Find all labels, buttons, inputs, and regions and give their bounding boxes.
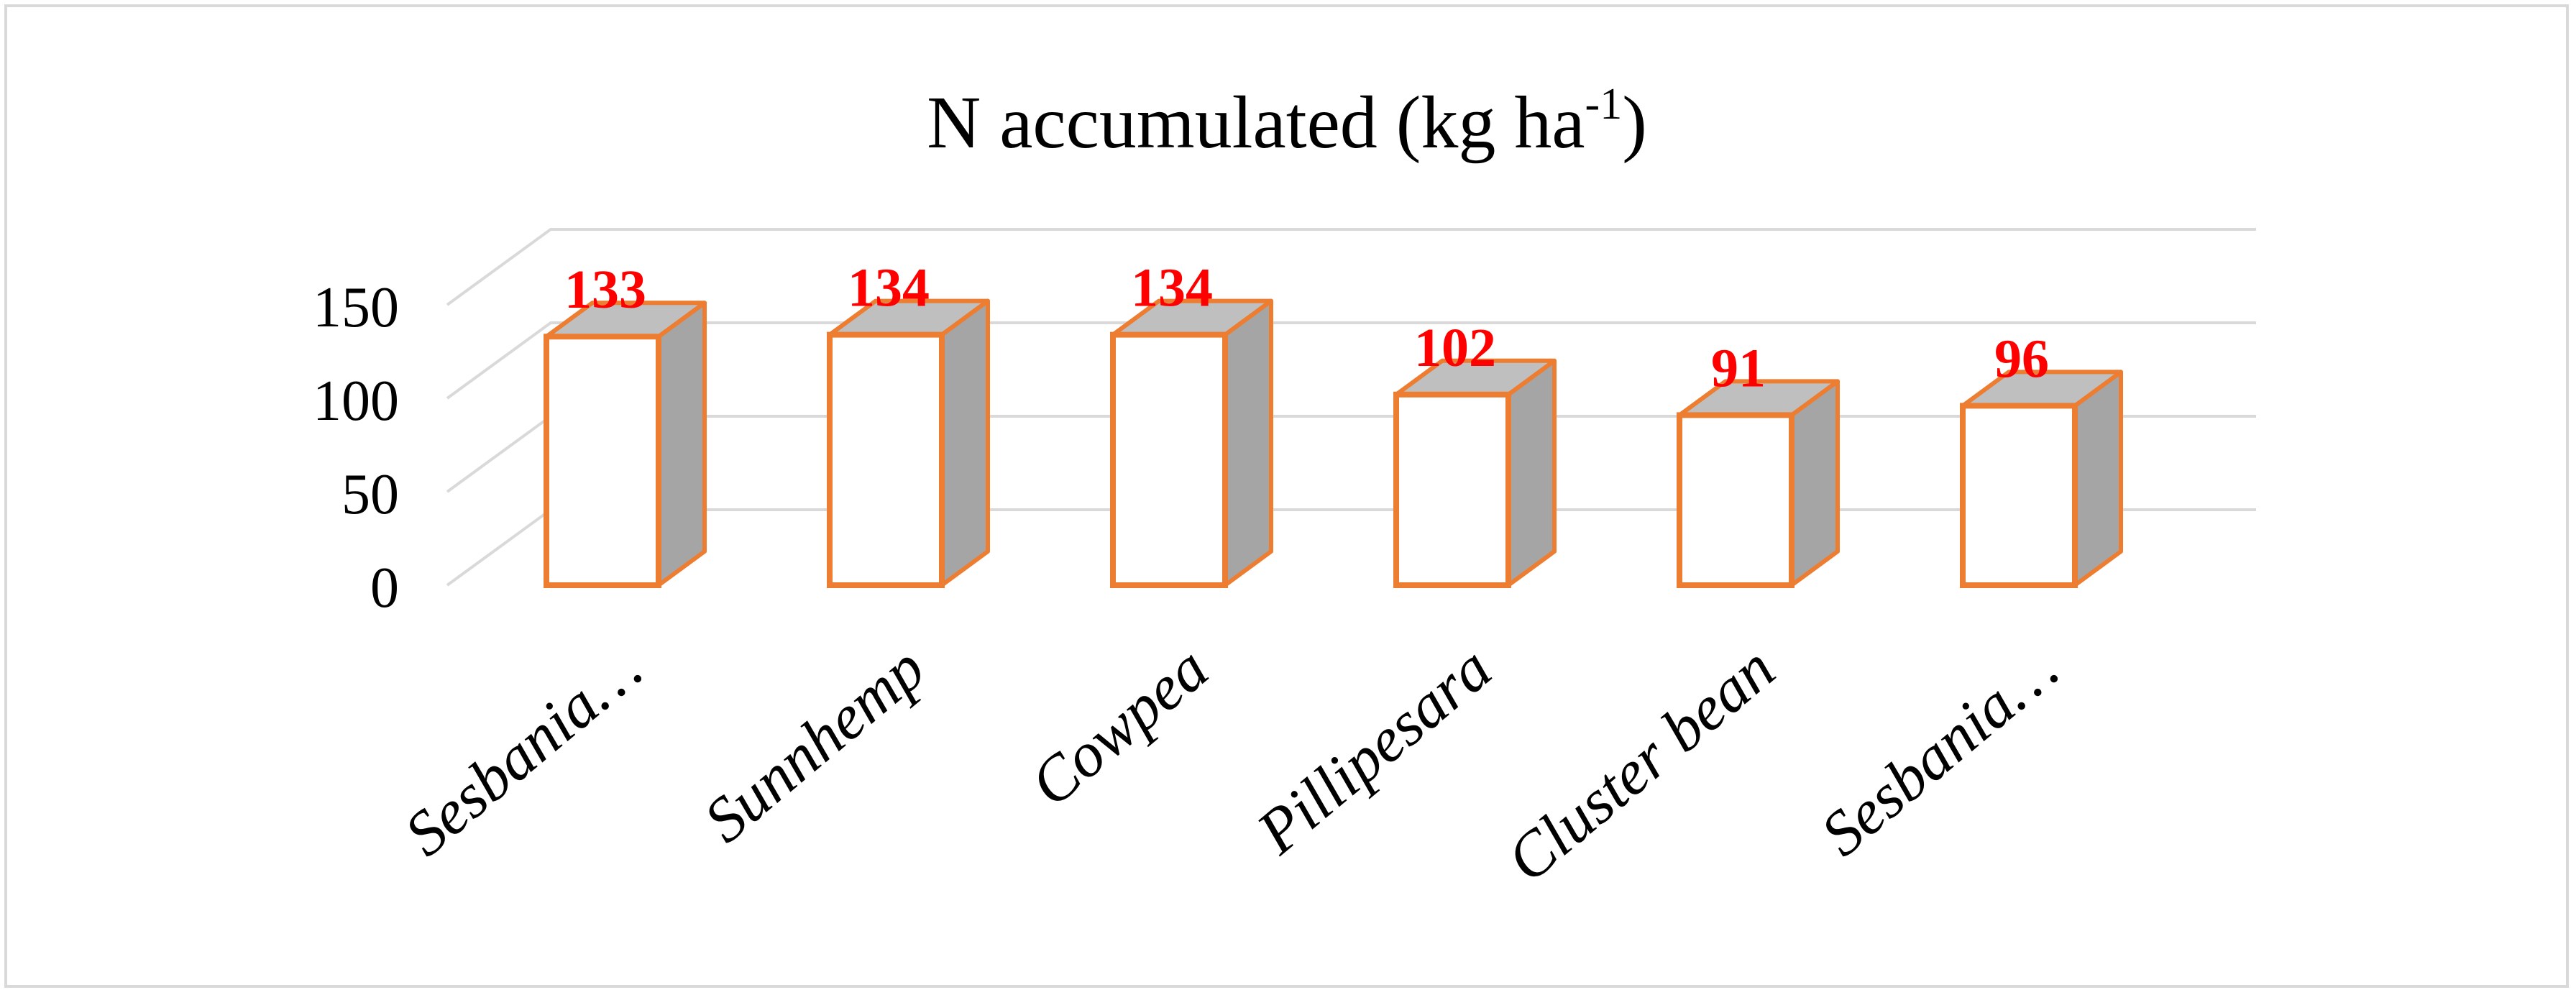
chart-title-main: N accumulated (kg ha xyxy=(927,81,1585,164)
bar xyxy=(827,298,990,588)
bar-front xyxy=(827,331,945,588)
y-tick-label: 50 xyxy=(342,463,399,526)
data-label: 133 xyxy=(564,260,646,320)
y-tick-label: 150 xyxy=(313,276,399,339)
bar xyxy=(1677,379,1840,589)
x-axis-ticks: Sesbania… Sunnhemp Cowpea PillipesaraCluste… xyxy=(392,633,2071,896)
gridline xyxy=(446,228,2256,306)
bar-side xyxy=(1506,358,1557,587)
gridline xyxy=(446,321,2256,400)
data-label: 96 xyxy=(1994,329,2049,389)
bar-front xyxy=(1110,331,1228,588)
y-tick-label: 100 xyxy=(313,370,399,433)
chart-title: N accumulated (kg ha-1) xyxy=(927,80,1647,164)
y-tick-label: 0 xyxy=(370,556,399,620)
bar xyxy=(1960,370,2123,589)
bar-front xyxy=(544,334,661,588)
data-labels: 133 134 134 102 91 96 xyxy=(564,258,2049,399)
bar-side xyxy=(940,298,990,587)
bar-front xyxy=(1677,412,1795,589)
x-tick-label: Cowpea xyxy=(1018,633,1221,820)
chart-frame: N accumulated (kg ha-1) 0 50 100 150 133 134… xyxy=(4,4,2569,988)
bar xyxy=(1393,358,1557,588)
data-label: 91 xyxy=(1711,338,1766,398)
bar xyxy=(544,301,707,588)
chart-title-close: ) xyxy=(1622,81,1647,164)
x-tick-label: Cluster bean xyxy=(1494,633,1788,896)
x-tick-label: Pillipesara xyxy=(1244,633,1505,868)
x-tick-label: Sesbania… xyxy=(392,633,655,870)
bar xyxy=(1110,298,1273,588)
data-label: 134 xyxy=(1131,258,1213,318)
x-tick-label: Sunnhemp xyxy=(692,633,938,856)
bar-front xyxy=(1393,391,1511,588)
bar-front xyxy=(1960,403,2078,589)
data-label: 102 xyxy=(1414,318,1496,378)
x-tick-label: Sesbania… xyxy=(1808,633,2071,870)
bar-side xyxy=(656,301,707,587)
bar-side xyxy=(2073,370,2123,587)
chart-title-superscript: -1 xyxy=(1585,80,1623,129)
y-axis-ticks: 0 50 100 150 xyxy=(313,276,399,620)
bars xyxy=(544,298,2123,589)
bar-chart: N accumulated (kg ha-1) 0 50 100 150 133 134… xyxy=(313,80,2256,896)
data-label: 134 xyxy=(848,258,930,318)
bar-side xyxy=(1223,298,1273,587)
